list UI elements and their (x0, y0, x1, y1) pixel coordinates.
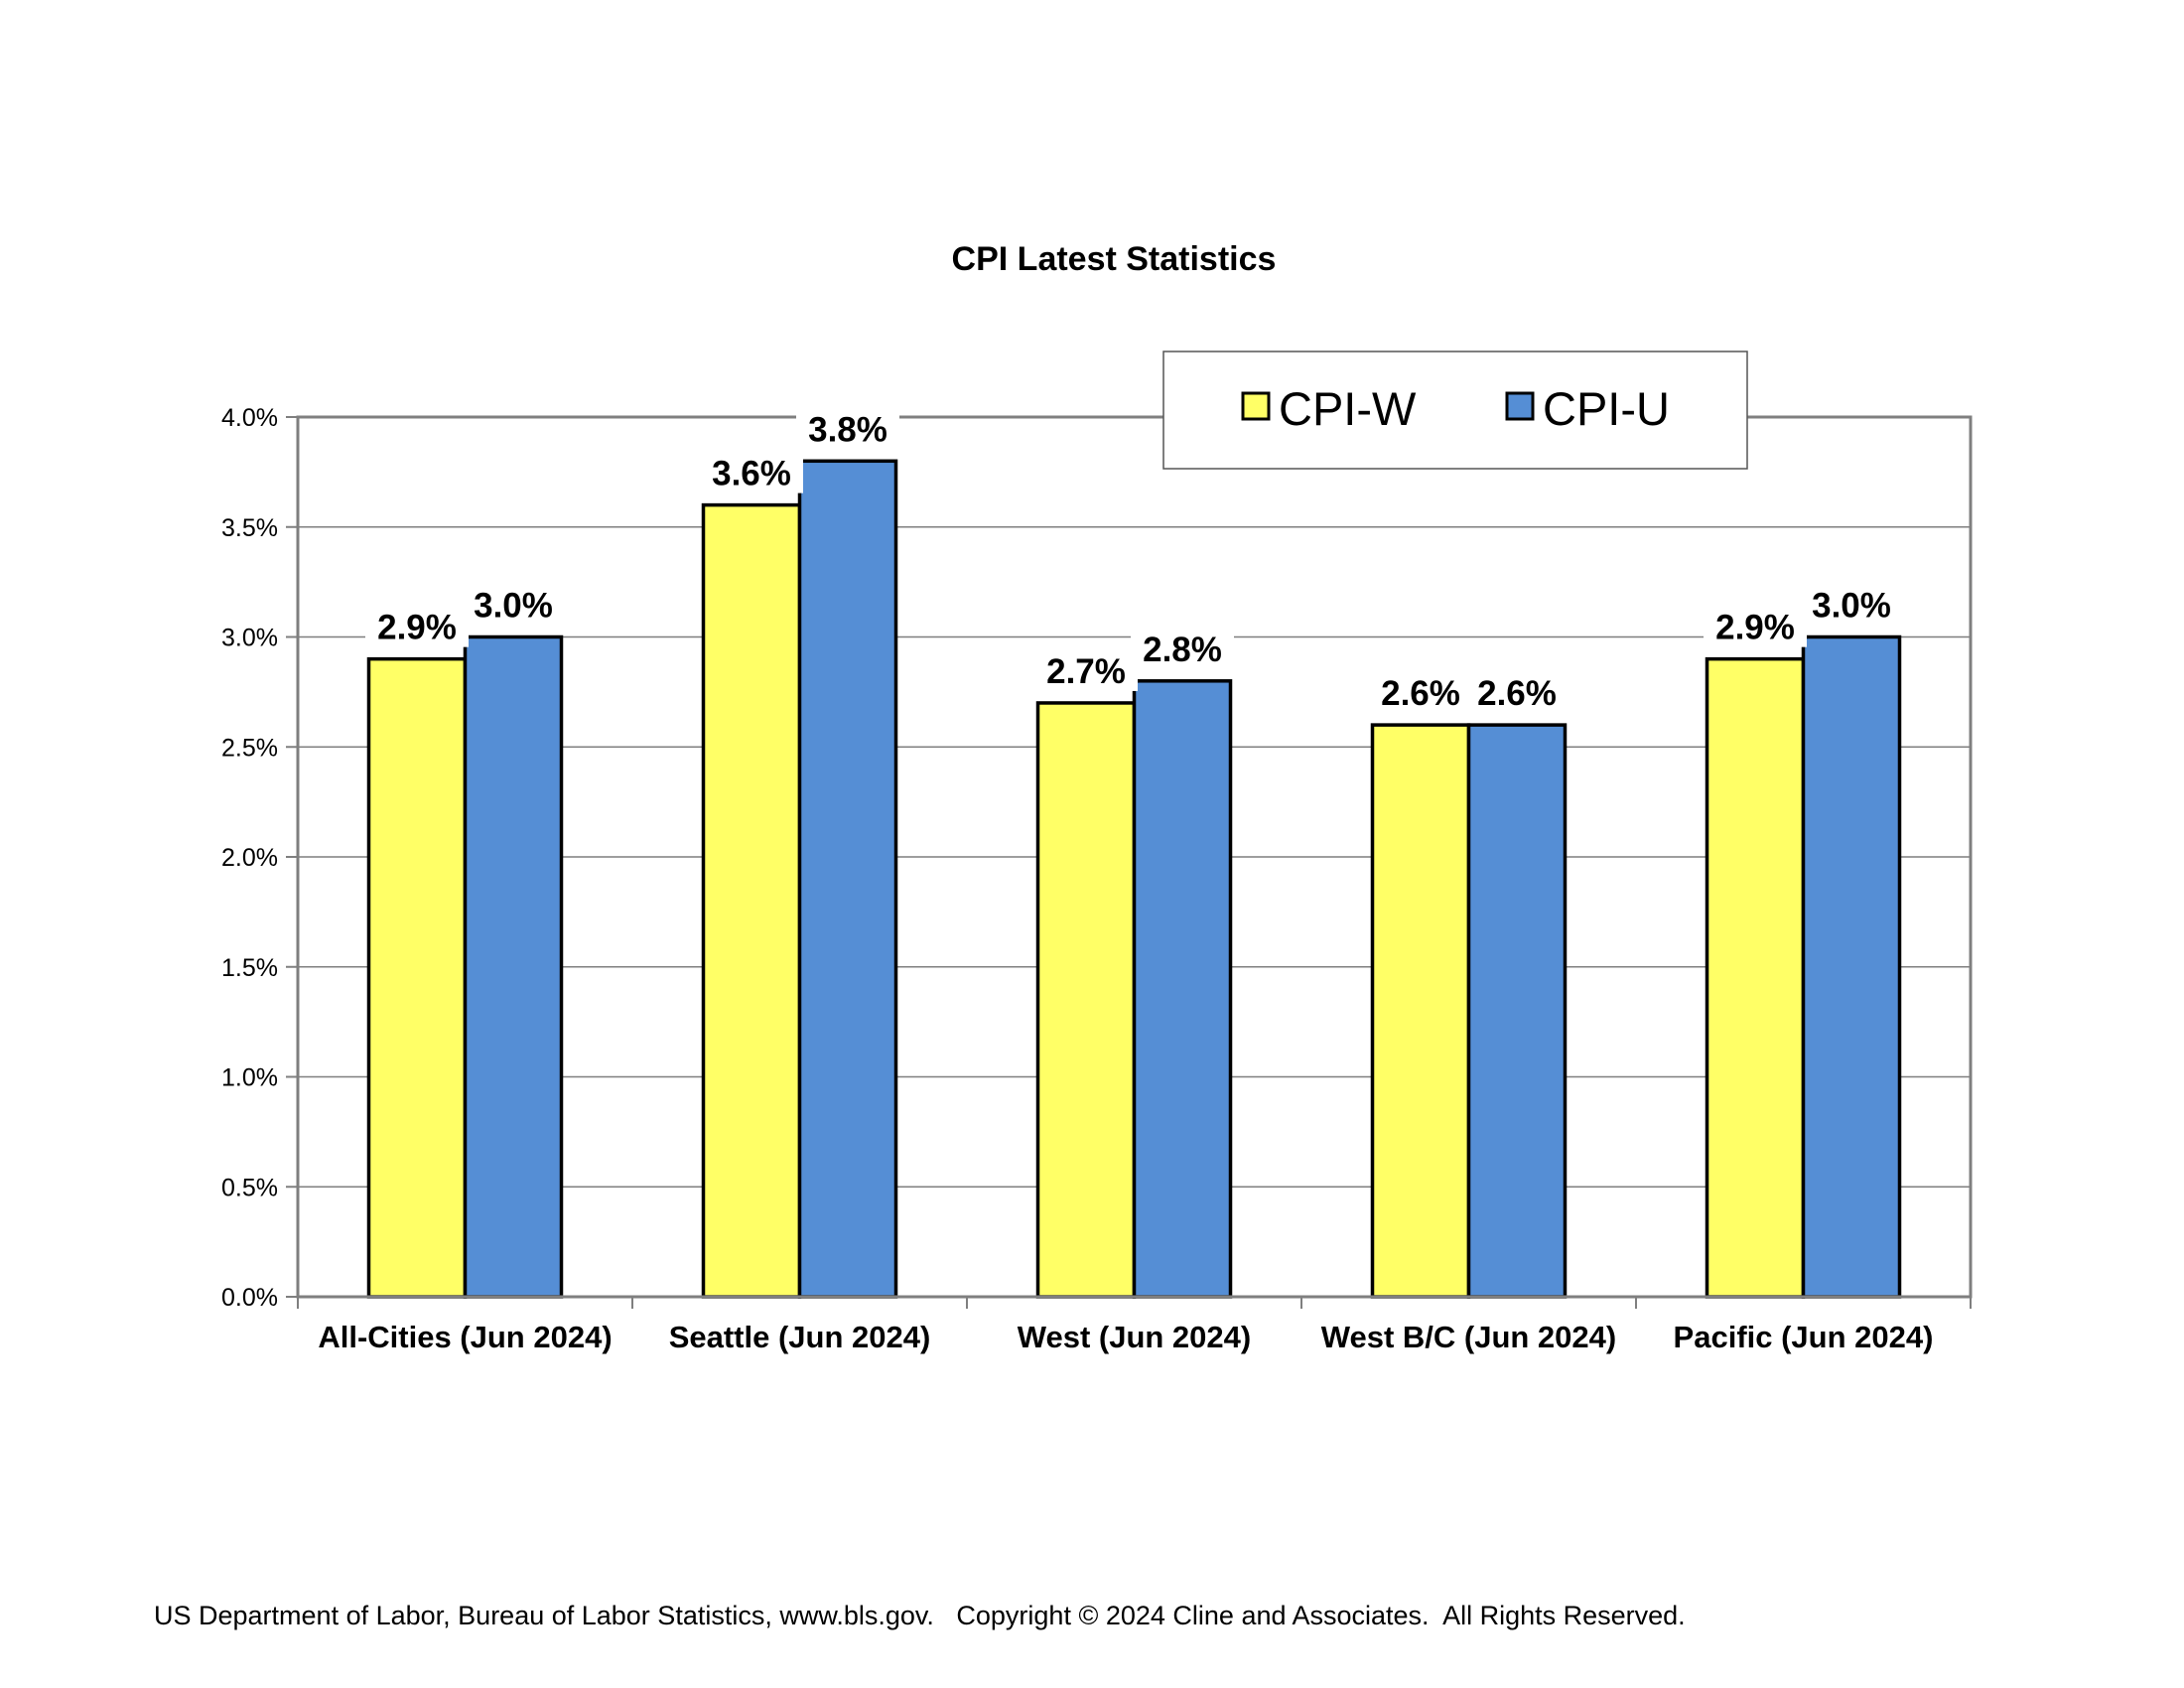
data-label: 2.7% (1046, 652, 1126, 691)
bar-cpi-u (1466, 723, 1568, 1299)
x-tick-label: Pacific (Jun 2024) (1674, 1320, 1934, 1354)
chart-title: CPI Latest Statistics (952, 240, 1277, 278)
bar-cpi-w (1035, 701, 1137, 1299)
data-label: 2.6% (1381, 674, 1460, 713)
data-label: 3.0% (1812, 587, 1891, 626)
data-label: 3.0% (474, 587, 553, 626)
legend-swatch-cpi-w (1241, 391, 1271, 421)
data-label: 2.8% (1143, 631, 1222, 669)
data-label-bg (1034, 644, 1138, 691)
y-tick-label: 0.5% (221, 1174, 278, 1201)
data-label: 3.8% (808, 410, 887, 449)
data-label: 2.9% (1715, 609, 1795, 647)
legend-label-cpi-u: CPI-U (1543, 382, 1670, 435)
bar-cpi-w (1370, 723, 1471, 1299)
bar-cpi-u (1801, 634, 1902, 1299)
bar-cpi-u (1132, 679, 1233, 1299)
bar-cpi-w (701, 502, 802, 1299)
y-tick-label: 1.5% (221, 954, 278, 982)
y-tick-label: 0.0% (221, 1284, 278, 1312)
bar-cpi-w (366, 656, 468, 1299)
x-tick-label: West B/C (Jun 2024) (1321, 1320, 1616, 1354)
data-label-bg (700, 447, 803, 493)
data-label-bg (1465, 667, 1569, 714)
y-tick-label: 2.0% (221, 844, 278, 872)
y-tick-label: 2.5% (221, 734, 278, 762)
data-label-bg (1704, 601, 1807, 647)
data-label-bg (1369, 667, 1472, 714)
x-tick-label: Seattle (Jun 2024) (669, 1320, 931, 1354)
axes: 0.0% 0.5% 1.0% 1.5% 2.0% 2.5% 3.0% 3.5% 4.0% All-… (221, 404, 1972, 1354)
y-tick-label: 1.0% (221, 1064, 278, 1092)
data-label-bg (462, 579, 565, 626)
data-label: 2.6% (1477, 674, 1557, 713)
data-labels: 2.9% 3.0% 3.6% 3.8% 2.7% 2.8% 2.6% 2.6% 2.9% 3.0% (365, 403, 1903, 714)
data-label-bg (796, 403, 899, 450)
legend-label-cpi-w: CPI-W (1279, 382, 1417, 435)
legend: CPI-W CPI-U (1162, 351, 1748, 470)
data-label: 3.6% (712, 455, 791, 493)
data-label-bg (1800, 579, 1903, 626)
y-tick-label: 4.0% (221, 404, 278, 432)
bar-cpi-w (1705, 656, 1806, 1299)
x-tick-label: West (Jun 2024) (1018, 1320, 1251, 1354)
y-tick-label: 3.5% (221, 514, 278, 542)
bars (366, 459, 1902, 1299)
data-label-bg (365, 601, 469, 647)
bar-cpi-u (463, 634, 564, 1299)
footer-credit: US Department of Labor, Bureau of Labor … (154, 1601, 1686, 1630)
data-label-bg (1131, 623, 1234, 669)
data-label: 2.9% (377, 609, 457, 647)
y-tick-label: 3.0% (221, 625, 278, 652)
bar-cpi-u (797, 459, 898, 1299)
legend-swatch-cpi-u (1505, 391, 1535, 421)
x-tick-label: All-Cities (Jun 2024) (318, 1320, 612, 1354)
